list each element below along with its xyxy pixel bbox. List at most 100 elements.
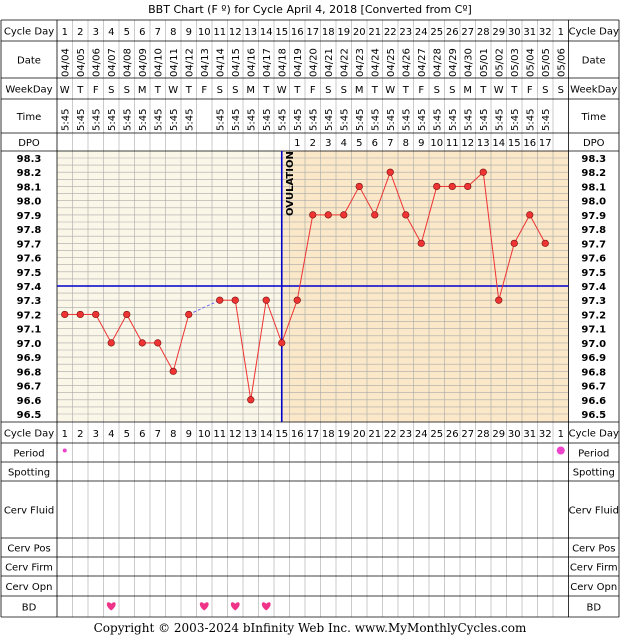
- time-value: 5:45: [246, 109, 257, 131]
- time-value: 5:45: [448, 109, 459, 131]
- cerv-fluid-label: Cerv Fluid: [4, 506, 54, 517]
- dpo-label-right: DPO: [583, 138, 605, 149]
- weekday-value: F: [93, 85, 99, 96]
- dpo-value: 1: [294, 138, 300, 149]
- temp-point: [541, 239, 549, 247]
- y-tick-label: 98.1: [17, 182, 42, 193]
- y-tick-label-right: 96.6: [581, 396, 606, 407]
- dpo-value: 11: [446, 138, 459, 149]
- temp-point: [231, 296, 239, 304]
- cycle-day-number-bottom: 23: [399, 429, 412, 440]
- cycle-day-number: 5: [124, 27, 130, 38]
- cycle-day-number-bottom: 22: [384, 429, 397, 440]
- temp-point: [61, 310, 69, 319]
- y-tick-label: 96.7: [17, 382, 42, 393]
- date-value: 04/21: [324, 48, 335, 77]
- date-value: 04/13: [200, 48, 211, 77]
- weekday-value: F: [418, 85, 424, 96]
- time-value: 5:45: [138, 109, 149, 131]
- y-tick-label-right: 97.6: [581, 254, 606, 265]
- cycle-day-number: 8: [170, 27, 176, 38]
- weekday-value: S: [542, 85, 548, 96]
- weekday-value: S: [434, 85, 440, 96]
- cycle-day-label-bottom-right: Cycle Day: [569, 429, 619, 440]
- weekday-value: T: [185, 85, 193, 96]
- cycle-day-number: 9: [186, 27, 192, 38]
- date-value: 04/26: [401, 48, 412, 77]
- weekday-value: T: [293, 85, 301, 96]
- time-value: 5:45: [262, 109, 273, 131]
- temp-point: [495, 296, 503, 304]
- y-tick-label: 97.4: [17, 282, 42, 293]
- cycle-day-number: 21: [368, 27, 381, 38]
- temp-segment: [498, 243, 515, 301]
- weekday-value: T: [262, 85, 270, 96]
- date-value: 04/08: [122, 48, 133, 77]
- cycle-day-number-bottom: 27: [461, 429, 474, 440]
- time-value: 5:45: [339, 109, 350, 131]
- cycle-day-number: 12: [229, 27, 242, 38]
- date-value: 04/05: [76, 48, 87, 77]
- dpo-value: 2: [310, 138, 316, 149]
- cerv-firm-label-right: Cerv Firm: [570, 563, 618, 574]
- cycle-day-label-right: Cycle Day: [569, 27, 619, 38]
- weekday-value: M: [463, 85, 472, 96]
- temp-segment: [95, 314, 112, 344]
- dpo-value: 12: [461, 138, 474, 149]
- cycle-day-number: 31: [523, 27, 536, 38]
- weekday-value: T: [402, 85, 410, 96]
- y-tick-label-right: 98.0: [581, 197, 606, 208]
- dpo-value: 14: [492, 138, 505, 149]
- temp-point: [76, 310, 84, 319]
- y-tick-label-right: 98.2: [581, 168, 606, 179]
- y-tick-label: 97.6: [17, 254, 42, 265]
- time-value: 5:45: [76, 109, 87, 131]
- weekday-label: WeekDay: [5, 85, 52, 96]
- cycle-day-number-bottom: 30: [508, 429, 521, 440]
- date-value: 04/15: [231, 48, 242, 77]
- cycle-day-number-bottom: 20: [353, 429, 366, 440]
- temp-segment: [374, 172, 391, 216]
- temp-point: [402, 211, 410, 219]
- period-marker: [62, 448, 67, 453]
- date-value: 04/19: [293, 48, 304, 77]
- y-tick-label: 96.6: [17, 396, 42, 407]
- weekday-value: W: [168, 85, 178, 96]
- cycle-day-number-bottom: 1: [558, 429, 564, 440]
- time-value: 5:45: [479, 109, 490, 131]
- weekday-value: S: [341, 85, 347, 96]
- dpo-value: 10: [430, 138, 443, 149]
- weekday-value: W: [60, 85, 70, 96]
- cycle-day-number-bottom: 4: [108, 429, 114, 440]
- weekday-value: T: [479, 85, 487, 96]
- cycle-day-number-bottom: 9: [186, 429, 192, 440]
- cycle-day-number-bottom: 1: [62, 429, 68, 440]
- date-value: 04/10: [153, 48, 164, 77]
- temp-segment: [420, 186, 438, 244]
- y-tick-label: 96.8: [17, 367, 42, 378]
- temp-segment: [234, 300, 252, 400]
- y-tick-label: 97.1: [17, 325, 42, 336]
- cycle-day-number-bottom: 2: [77, 429, 83, 440]
- weekday-value: S: [217, 85, 223, 96]
- temp-segment: [358, 186, 376, 216]
- date-value: 04/28: [432, 48, 443, 77]
- date-value: 05/01: [479, 48, 490, 77]
- cycle-day-number: 17: [306, 27, 319, 38]
- temp-point: [309, 211, 317, 219]
- time-value: 5:45: [432, 109, 443, 131]
- cycle-day-number: 1: [558, 27, 564, 38]
- temp-point: [138, 339, 146, 347]
- date-value: 05/02: [494, 48, 505, 77]
- time-value: 5:45: [308, 109, 319, 131]
- cycle-day-number: 14: [260, 27, 273, 38]
- time-value: 5:45: [184, 109, 195, 131]
- cycle-day-number-bottom: 16: [291, 429, 304, 440]
- y-tick-label-right: 97.8: [581, 225, 606, 236]
- time-value: 5:45: [277, 109, 288, 131]
- temp-point: [262, 296, 270, 304]
- cycle-day-number: 22: [384, 27, 397, 38]
- time-value: 5:45: [60, 109, 71, 131]
- time-value: 5:45: [541, 109, 552, 131]
- temp-point: [154, 339, 162, 347]
